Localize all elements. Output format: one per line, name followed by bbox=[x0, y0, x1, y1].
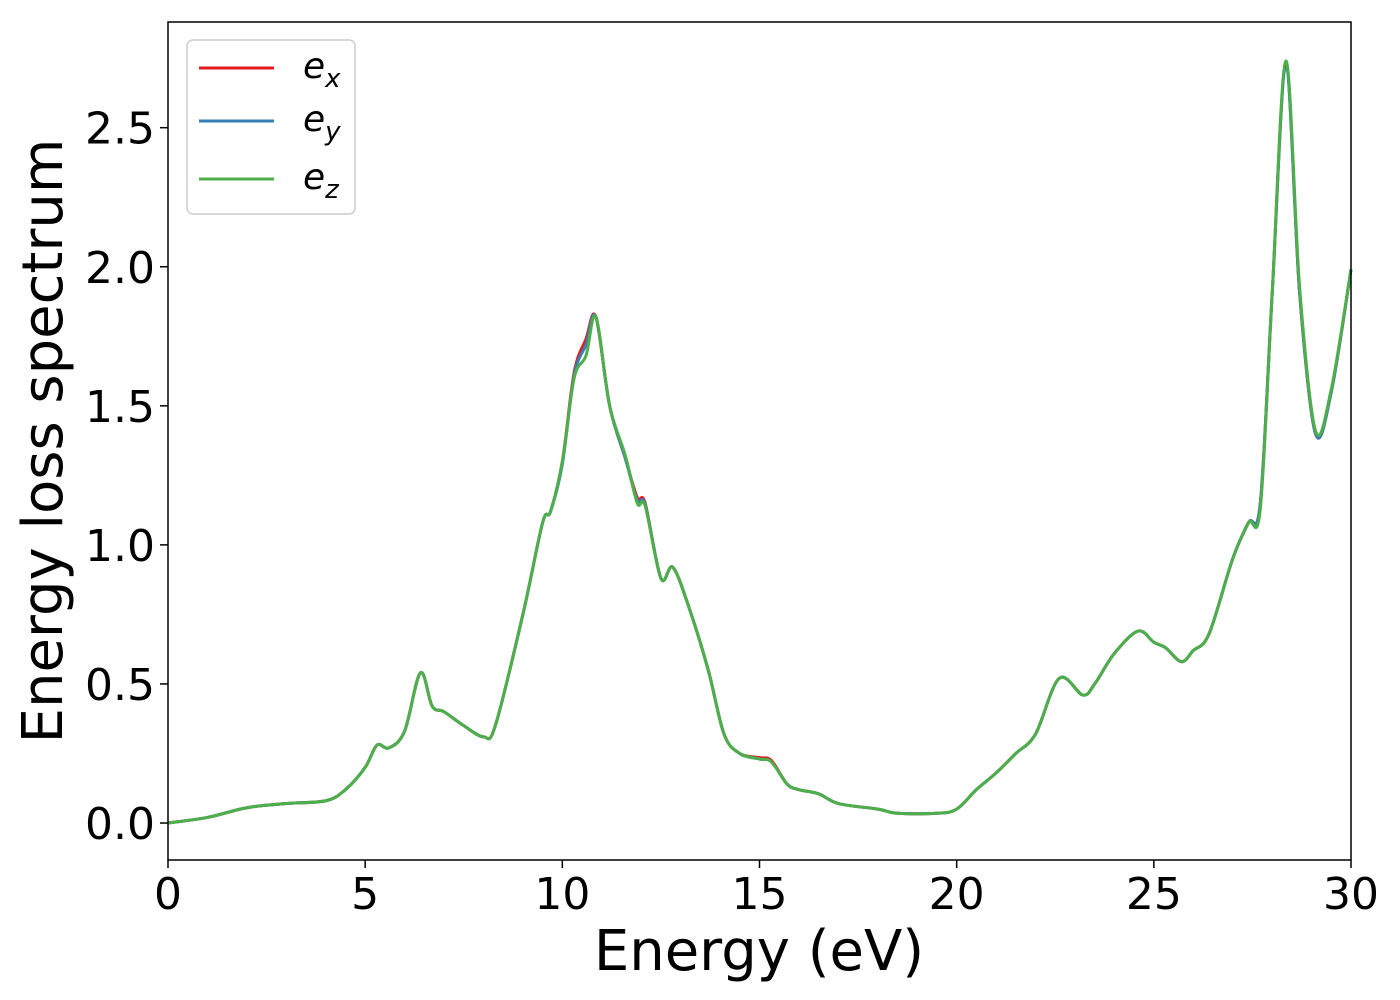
x-tick-label: 30 bbox=[1323, 869, 1379, 920]
x-tick-label: 20 bbox=[929, 869, 985, 920]
y-axis: 0.0 0.5 1.0 1.5 2.0 2.5 bbox=[85, 104, 168, 850]
x-axis-label: Energy (eV) bbox=[594, 919, 924, 984]
legend-label-e-z: ez bbox=[303, 157, 340, 205]
y-tick-label: 0.5 bbox=[85, 660, 155, 711]
legend-label-e-x: ex bbox=[303, 46, 341, 94]
legend: ex ey ez bbox=[186, 39, 356, 215]
x-tick-label: 15 bbox=[732, 869, 788, 920]
x-tick-label: 0 bbox=[154, 869, 182, 920]
y-tick-label: 2.5 bbox=[85, 104, 155, 155]
x-tick-label: 10 bbox=[534, 869, 590, 920]
x-tick-label: 5 bbox=[351, 869, 379, 920]
legend-label-e-y: ey bbox=[303, 99, 341, 147]
x-tick-label: 25 bbox=[1126, 869, 1182, 920]
series-lines bbox=[167, 59, 1353, 825]
legend-box bbox=[186, 39, 356, 215]
y-tick-label: 1.5 bbox=[85, 382, 155, 433]
y-tick-label: 0.0 bbox=[85, 799, 155, 850]
x-axis: 0 5 10 15 20 25 30 bbox=[154, 860, 1379, 920]
series-line-e-z bbox=[167, 59, 1353, 825]
y-tick-label: 2.0 bbox=[85, 243, 155, 294]
y-tick-label: 1.0 bbox=[85, 521, 155, 572]
y-axis-label: Energy loss spectrum bbox=[11, 139, 76, 744]
